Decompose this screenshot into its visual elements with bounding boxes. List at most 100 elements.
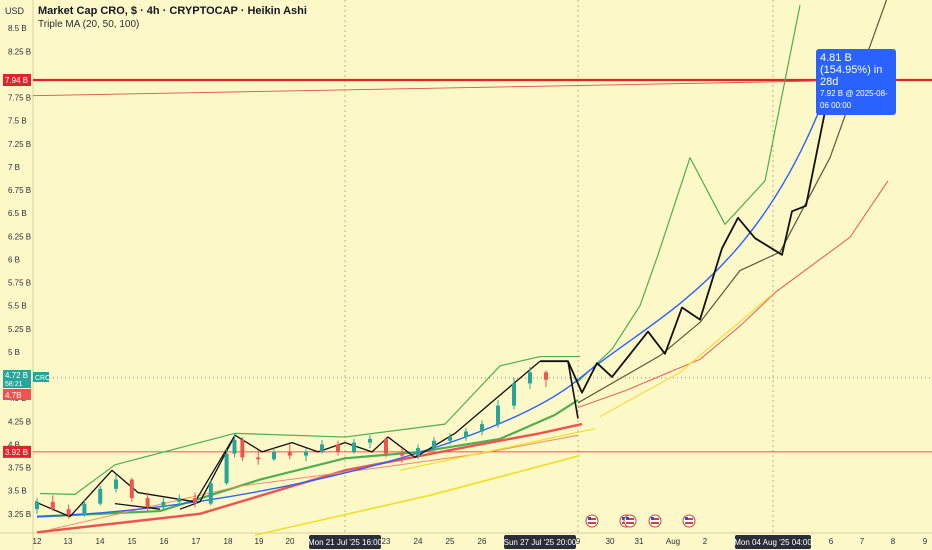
y-tick-label: 7 B [8,163,20,172]
ma-yellow-line-2 [399,428,596,471]
candle-body [512,383,516,406]
x-tick-label: Aug [666,537,680,546]
time-highlight-bg [504,535,576,549]
ma-yellow-line [254,454,581,536]
flag-stripe [685,518,693,520]
candle-body [528,372,532,384]
flag-circle [682,514,696,528]
candle-body [464,431,468,438]
candle-body [240,439,245,458]
zigzag-segment [114,503,161,510]
last-tag-bg [3,389,31,400]
x-tick-label: 17 [192,537,201,546]
y-tick-label: 3.5 B [8,487,27,496]
candle-body [161,501,166,508]
flag-stripe [588,522,596,524]
y-tick-label: 7.5 B [8,117,27,126]
flag-circle [585,514,599,528]
currency-label: USD [5,6,25,16]
flag-stripe [685,522,693,524]
candle-body [400,453,404,456]
x-tick-label: 26 [478,537,487,546]
callout-change: 4.81 B (154.95%) in 28d [820,52,883,88]
x-tick-label: 16 [160,537,169,546]
candle-body [208,483,213,504]
time-highlight-bg [309,535,381,549]
y-tick-label: 8.25 B [8,47,31,56]
y-tick-label: 7.75 B [8,94,31,103]
candle-body [320,444,324,452]
current-price-tag: 4.72 B [5,371,28,380]
candle-body [416,448,420,456]
chart-title[interactable]: Market Cap CRO, $ · 4h · CRYPTOCAP · Hei… [38,5,307,17]
y-tick-label: 5.75 B [8,279,31,288]
flag-stripe [626,522,634,524]
candle-body [177,498,182,502]
y-tick-label: 3.25 B [8,510,31,519]
us-flag-icon[interactable] [585,514,599,528]
y-tick-label: 7.25 B [8,140,31,149]
flag-stripe [651,522,659,524]
projection-zigzag [540,81,832,394]
candle-body [480,424,484,432]
x-tick-label: 13 [64,537,73,546]
candle-body [232,439,237,454]
indicator-label[interactable]: Triple MA (20, 50, 100) [38,19,140,30]
flag-stripe [588,518,596,520]
countdown-tag: 58:21 [5,381,23,388]
x-tick-label: 31 [635,537,644,546]
x-tick-label: 14 [96,537,105,546]
long-trendline [32,79,871,97]
y-tick-label: 6 B [8,255,20,264]
candle-body [496,405,500,425]
candle-body [304,451,308,456]
ma-green-line [36,399,579,518]
x-tick-label: 8 [891,537,896,546]
y-tick-label: 4 B [8,440,20,449]
us-flag-icon[interactable] [682,514,696,528]
us-flag-icon[interactable] [648,514,662,528]
flag-canton [626,517,629,520]
support-tag-bg [3,445,31,458]
x-tick-label: 18 [224,537,233,546]
flag-canton [588,517,591,520]
current-tag-bg [3,370,31,388]
zigzag-segment [179,434,236,510]
y-tick-label: 8.5 B [8,24,27,33]
y-tick-label: 5.25 B [8,325,31,334]
candle-body [50,501,55,510]
x-tick-label: 20 [286,537,295,546]
y-tick-label: 4.25 B [8,417,31,426]
candle-body [287,451,292,456]
projection-mid-band [577,0,888,404]
y-tick-label: 6.5 B [8,209,27,218]
y-tick-label: 6.25 B [8,232,31,241]
flag-stripe [651,518,659,520]
time-highlight-label: Mon 04 Aug '25 04:00 [734,538,812,547]
flag-canton [622,517,625,520]
x-tick-label: 15 [128,537,137,546]
candle-body [98,488,103,504]
us-flag-icon[interactable] [623,514,637,528]
projection-curve [36,79,832,518]
candle-body [272,451,276,460]
x-tick-label: 9 [576,537,581,546]
x-tick-label: 7 [860,537,865,546]
x-tick-label: 2 [703,537,708,546]
candle-body [114,479,118,489]
projection-lower-band [577,180,889,408]
flag-canton [685,517,688,520]
x-tick-label: 12 [33,537,42,546]
time-highlight-label: Sun 27 Jul '25 20:00 [504,538,577,547]
candle-body [82,503,87,515]
candle-body [35,501,39,510]
candle-body [256,457,261,460]
zigzag-drop [567,361,579,419]
flag-circle [648,514,662,528]
candle-body [129,479,134,499]
candle-body [224,453,229,484]
time-highlight-label: Mon 21 Jul '25 16:00 [308,538,383,547]
resistance-tag: 7.94 B [5,76,28,85]
